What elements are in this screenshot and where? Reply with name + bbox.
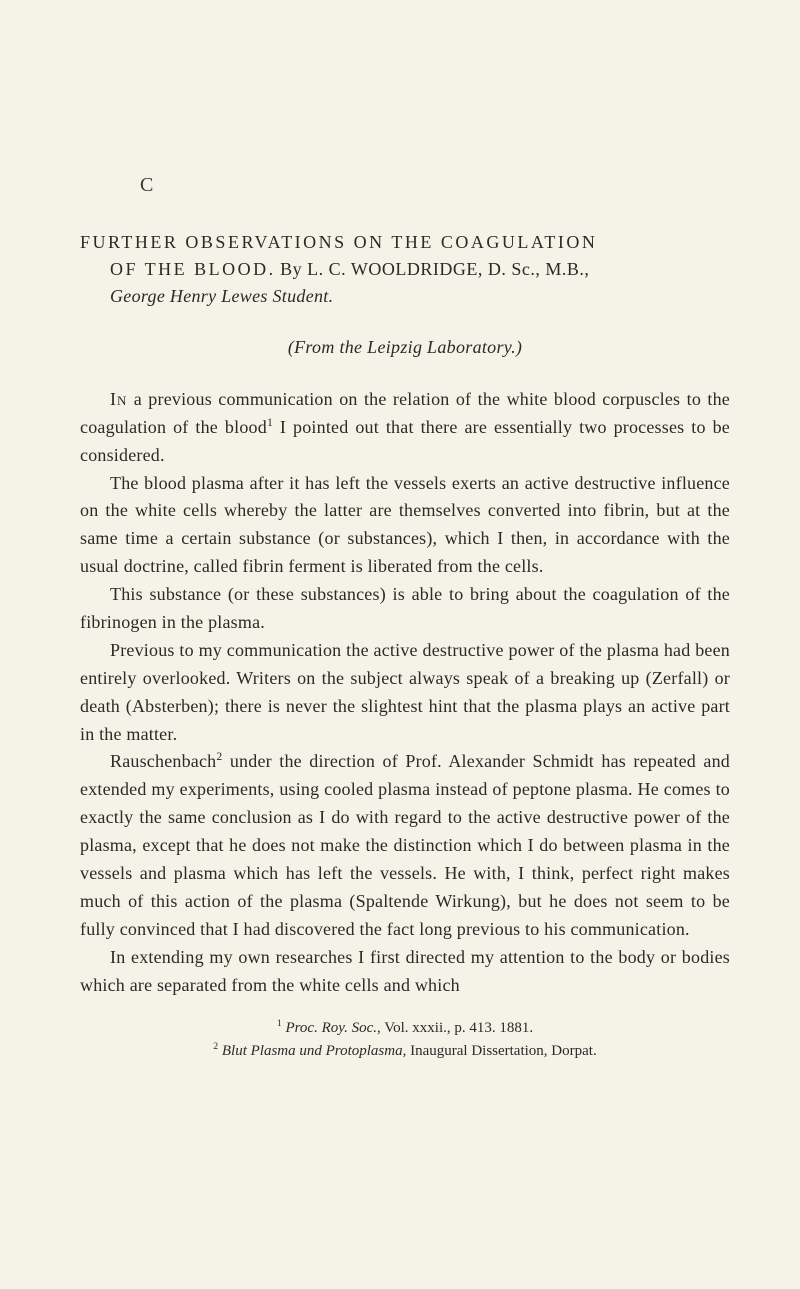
laboratory-line: (From the Leipzig Laboratory.) xyxy=(80,334,730,362)
footnote-2-rest: , Inaugural Dissertation, Dorpat. xyxy=(403,1043,597,1059)
paragraph-5: Rauschenbach2 under the direction of Pro… xyxy=(80,748,730,943)
p5-text-a: Rauschenbach xyxy=(110,751,216,771)
byline: By L. C. WOOLDRIDGE, D. Sc., M.B., xyxy=(280,259,589,279)
footnote-2: 2 Blut Plasma und Protoplasma, Inaugural… xyxy=(80,1040,730,1063)
lead-word: In xyxy=(110,389,127,409)
title-line1: FURTHER OBSERVATIONS ON THE COAGULATION xyxy=(80,232,597,252)
paragraph-3: This substance (or these substances) is … xyxy=(80,581,730,637)
paragraph-6: In extending my own researches I first d… xyxy=(80,944,730,1000)
title-block: FURTHER OBSERVATIONS ON THE COAGULATION … xyxy=(80,229,730,310)
footnote-1-rest: , Vol. xxxii., p. 413. 1881. xyxy=(377,1020,533,1036)
student-line: George Henry Lewes Student. xyxy=(80,286,333,306)
footnotes: 1 Proc. Roy. Soc., Vol. xxxii., p. 413. … xyxy=(80,1017,730,1062)
footnote-1: 1 Proc. Roy. Soc., Vol. xxxii., p. 413. … xyxy=(80,1017,730,1040)
paragraph-1: In a previous communication on the relat… xyxy=(80,386,730,470)
footnote-2-italic: Blut Plasma und Protoplasma xyxy=(218,1043,402,1059)
paragraph-4: Previous to my communication the active … xyxy=(80,637,730,749)
paragraph-2: The blood plasma after it has left the v… xyxy=(80,470,730,582)
footnote-1-italic: Proc. Roy. Soc. xyxy=(282,1020,377,1036)
p5-text-b: under the direction of Prof. Alexander S… xyxy=(80,751,730,938)
title-line2: OF THE BLOOD. xyxy=(80,259,276,279)
handwritten-annotation: C xyxy=(140,170,730,201)
